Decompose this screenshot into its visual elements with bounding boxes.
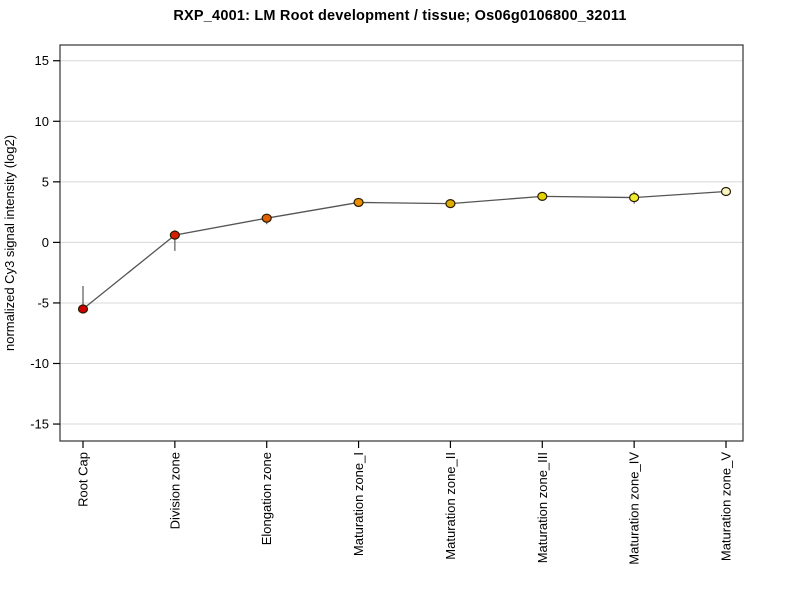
plot-border	[59, 44, 744, 442]
x-tick-label: Maturation zone_III	[535, 452, 550, 563]
data-point	[261, 213, 272, 223]
y-tick-label: -5	[37, 295, 49, 310]
x-tick-label: Maturation zone_IV	[627, 452, 642, 565]
x-tick-label: Root Cap	[76, 452, 91, 507]
y-axis-label: normalized Cy3 signal intensity (log2)	[2, 135, 17, 351]
x-tick-label: Maturation zone_II	[443, 452, 458, 560]
y-tick-label: -15	[30, 417, 49, 432]
chart-title: RXP_4001: LM Root development / tissue; …	[173, 8, 627, 24]
x-tick-label: Division zone	[167, 452, 182, 529]
data-point	[77, 304, 89, 314]
data-point	[169, 230, 180, 240]
y-tick-label: 0	[42, 235, 49, 250]
series-line	[82, 190, 727, 310]
y-tick-label: 10	[35, 114, 49, 129]
data-point	[629, 192, 640, 203]
x-tick-label: Elongation zone	[259, 452, 274, 545]
data-point	[720, 186, 732, 197]
x-tick-label: Maturation zone_I	[351, 452, 366, 556]
y-tick-label: 15	[35, 53, 49, 68]
y-tick-label: -10	[30, 356, 49, 371]
data-point	[445, 199, 456, 209]
data-point	[537, 191, 548, 201]
data-point	[353, 197, 364, 208]
x-tick-label: Maturation zone_V	[718, 452, 733, 561]
y-tick-label: 5	[42, 174, 49, 189]
